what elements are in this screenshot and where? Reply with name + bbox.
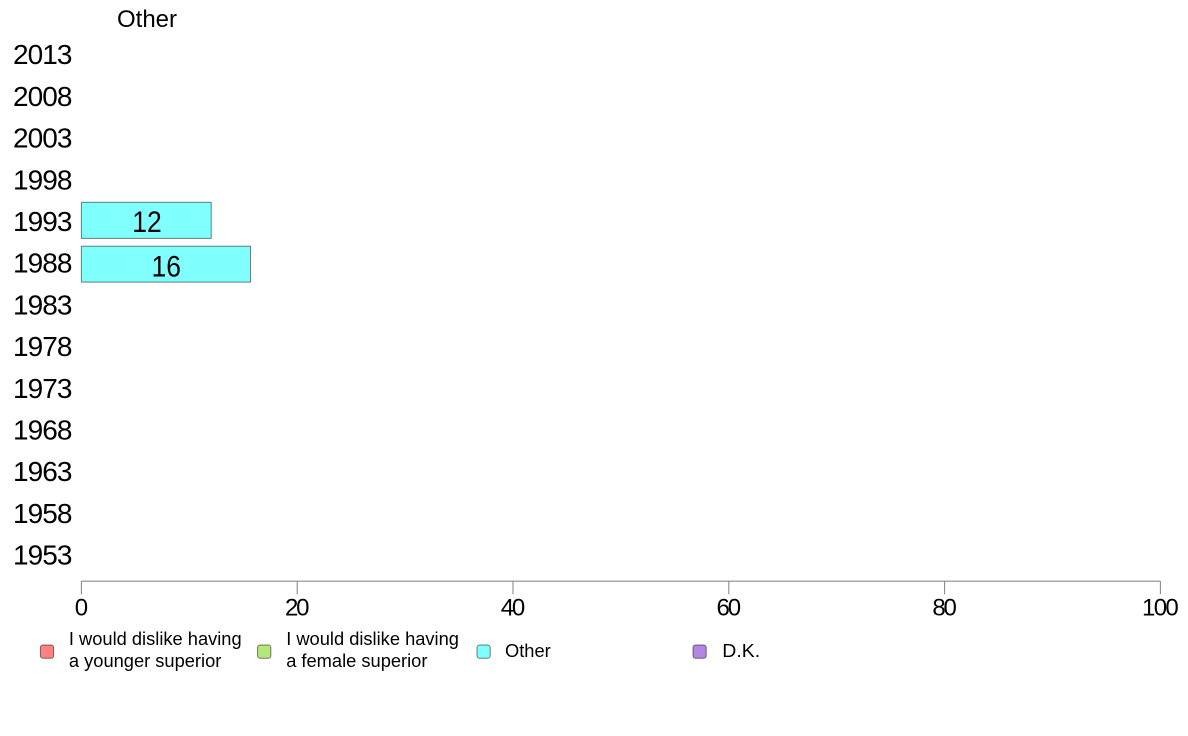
svg-text:2008: 2008 <box>13 81 73 112</box>
svg-text:I would dislike having: I would dislike having <box>69 628 242 649</box>
svg-text:1998: 1998 <box>13 164 73 195</box>
svg-text:1973: 1973 <box>13 373 73 404</box>
svg-text:1993: 1993 <box>13 206 73 237</box>
svg-text:1983: 1983 <box>13 289 73 320</box>
svg-text:20: 20 <box>285 594 310 621</box>
svg-text:40: 40 <box>501 594 526 621</box>
svg-text:1958: 1958 <box>13 498 73 529</box>
svg-text:1968: 1968 <box>13 415 73 446</box>
svg-text:a younger superior: a younger superior <box>69 650 221 671</box>
svg-text:D.K.: D.K. <box>722 640 760 661</box>
svg-text:12: 12 <box>132 206 162 239</box>
svg-text:1963: 1963 <box>13 456 73 487</box>
svg-text:100: 100 <box>1142 594 1179 621</box>
svg-text:16: 16 <box>152 250 182 283</box>
svg-text:2003: 2003 <box>13 123 73 154</box>
svg-text:1953: 1953 <box>13 540 73 571</box>
svg-text:0: 0 <box>75 594 88 621</box>
svg-text:1988: 1988 <box>13 248 73 279</box>
svg-text:a female superior: a female superior <box>286 650 427 671</box>
svg-text:I would dislike having: I would dislike having <box>286 628 459 649</box>
svg-text:80: 80 <box>932 594 957 621</box>
svg-text:60: 60 <box>717 594 742 621</box>
svg-text:Other: Other <box>505 640 551 661</box>
svg-text:2013: 2013 <box>13 39 73 70</box>
svg-text:Other: Other <box>117 6 177 33</box>
svg-text:1978: 1978 <box>13 331 73 362</box>
